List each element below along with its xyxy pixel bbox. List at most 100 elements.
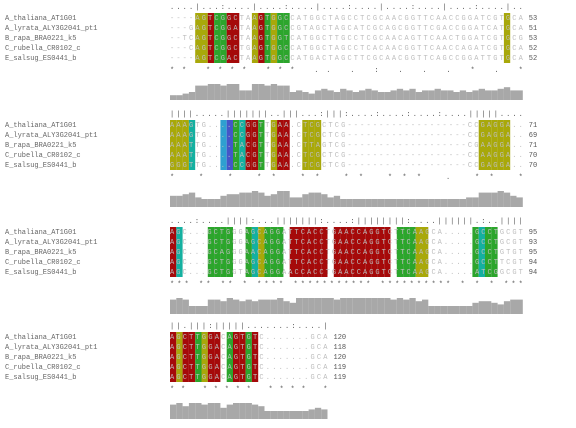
conservation-bar (226, 194, 233, 207)
residue-column (226, 227, 233, 277)
position: 120 (334, 354, 347, 362)
conservation-bar (491, 90, 498, 100)
residue-column (503, 120, 511, 170)
residue-column (478, 227, 485, 277)
conservation-bar (434, 199, 441, 207)
conservation-bar (195, 403, 202, 419)
conservation-bar (390, 90, 397, 100)
residue-column (277, 13, 284, 63)
residue-column (264, 227, 271, 277)
residue-column (270, 13, 278, 63)
sequence-name: E_salsug_ES0441_b (5, 269, 76, 277)
conservation-bar (308, 409, 315, 419)
residue-column (308, 227, 315, 277)
conservation-bar (264, 299, 271, 314)
conservation-bar (485, 192, 492, 207)
residue-column (245, 227, 252, 277)
conservation-bar (245, 403, 252, 419)
residue-column (233, 13, 240, 63)
conservation-bar (503, 87, 511, 100)
conservation-bar (170, 404, 177, 419)
conservation-bar (188, 306, 196, 314)
residue-column (264, 13, 271, 63)
position: 53 (529, 15, 537, 23)
sequence-name: A_lyrata_ALY3G2041_pt1 (5, 344, 97, 352)
residue-column (188, 120, 196, 170)
position: 69 (529, 132, 537, 140)
residue-column (195, 332, 202, 382)
position: 51 (529, 25, 537, 33)
conservation-bar (447, 90, 454, 100)
sequence-name: A_thaliana_AT1G01 (5, 122, 76, 130)
sequence: AGC...GCTGGGAGCAGGATTCACCTGAACCAGGTCTTCA… (170, 259, 523, 267)
sequence-name: B_rapa_BRA0221_k5 (5, 35, 76, 43)
residue-column (333, 227, 341, 277)
conservation-bar (340, 88, 347, 100)
sequence-name: E_salsug_ES0441_b (5, 374, 76, 382)
conservation-bar (409, 199, 416, 207)
conservation-bar (220, 407, 227, 419)
sequence: GGGTTG....CCGGTTGAA.CTCGCTCG------------… (170, 162, 523, 170)
sequence-name: E_salsug_ES0441_b (5, 55, 76, 63)
residue-column (258, 227, 265, 277)
conservation-bar (207, 199, 215, 207)
residue-column (251, 120, 259, 170)
position: 119 (334, 374, 347, 382)
conservation-bar (403, 90, 410, 100)
conservation-bar (176, 95, 183, 100)
conservation-bar (333, 92, 341, 100)
sequence: AGCTTGGACAGTGTC.......GCA (170, 374, 328, 382)
residue-column (220, 13, 227, 63)
conservation-bar (258, 192, 265, 207)
conservation-bar (377, 92, 385, 100)
conservation-bar (510, 195, 517, 207)
residue-column (182, 332, 189, 382)
conservation-bar (434, 306, 441, 314)
position: 94 (529, 269, 537, 277)
conservation-bar (233, 194, 240, 207)
consensus: *** ** ** * **** *********** ********** … (170, 281, 523, 289)
residue-column (170, 120, 177, 170)
residue-column (283, 13, 290, 63)
conservation-bar (340, 199, 347, 207)
position: 71 (529, 122, 537, 130)
residue-column (245, 120, 252, 170)
sequence: AAAGTG....CCGGTTGAA.CTCGCTCG------------… (170, 122, 523, 130)
residue-column (239, 120, 246, 170)
residue-column (289, 227, 296, 277)
conservation-bar (201, 85, 208, 100)
position: 70 (529, 152, 537, 160)
sequence: --TCAGTCGGCTAAGTGGTCATGGCTTGCCTCGCAACAGT… (170, 35, 523, 43)
residue-column (485, 227, 492, 277)
conservation-bar (340, 298, 347, 314)
residue-column (296, 227, 303, 277)
residue-column (201, 332, 208, 382)
residue-column (340, 227, 347, 277)
ruler: ....|...:....|....:....|....:....|....:.… (170, 4, 523, 12)
position: 94 (529, 259, 537, 267)
conservation-bar (176, 298, 183, 314)
residue-column (226, 332, 233, 382)
conservation-bar (270, 411, 278, 419)
sequence: AGC...GCTGGGAGCAGGATTCACCTGAACCAGGTCTTCA… (170, 229, 523, 237)
conservation-bar (239, 192, 246, 207)
sequence-name: C_rubella_CR0102_c (5, 259, 81, 267)
conservation-bar (207, 84, 215, 100)
sequence-name: A_lyrata_ALY3G2041_pt1 (5, 132, 97, 140)
position: 120 (334, 334, 347, 342)
residue-column (409, 227, 416, 277)
alignment-block: ||.|||:|||||.......:....| A_thaliana_AT1G… (5, 323, 346, 419)
conservation-bar (277, 298, 284, 314)
conservation-bar (396, 298, 404, 314)
conservation-bar (289, 92, 296, 100)
conservation-bar (176, 403, 183, 419)
conservation-bar (258, 299, 265, 314)
sequence: AAATTG....TACGTTGAA.CTCGCTCG------------… (170, 152, 523, 160)
conservation-bar (296, 298, 303, 314)
conservation-bar (390, 199, 397, 207)
sequence-name: B_rapa_BRA0221_k5 (5, 354, 76, 362)
conservation-bar (270, 194, 278, 207)
residue-column (251, 227, 259, 277)
conservation-bar (296, 90, 303, 100)
sequence: AGCTTGGACAGTGTC.......GCA (170, 364, 328, 372)
